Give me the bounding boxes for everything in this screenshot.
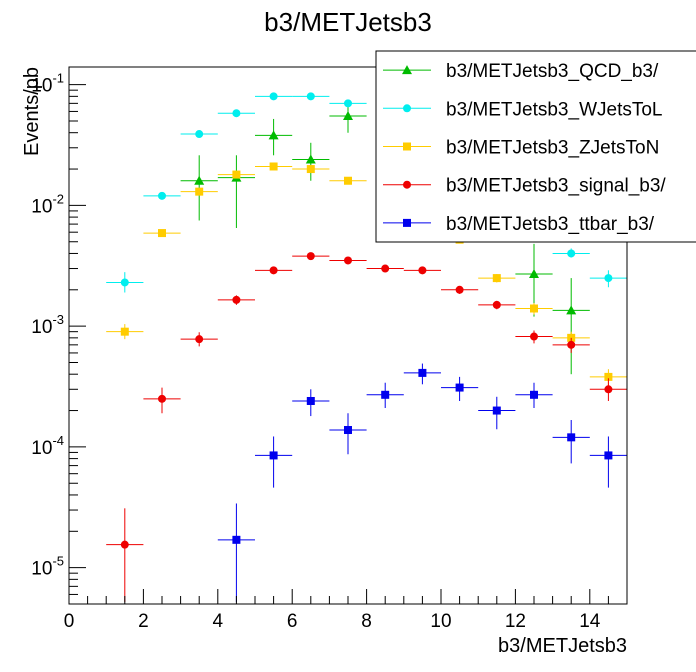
- x-axis: 0 2 4 6 8 10 12 14: [64, 589, 628, 632]
- data-point: [492, 300, 501, 309]
- data-point: [268, 130, 279, 140]
- data-point: [492, 274, 501, 283]
- data-point: [269, 266, 278, 275]
- data-point: [158, 394, 166, 403]
- data-point: [455, 285, 464, 294]
- x-tick-label: 6: [287, 611, 298, 632]
- data-point: [381, 264, 390, 273]
- y-tick-label: 10-2: [31, 191, 64, 217]
- data-point: [120, 278, 129, 287]
- x-tick-label: 10: [430, 611, 451, 632]
- data-point: [195, 130, 204, 139]
- data-point: [604, 274, 613, 283]
- y-axis-label: Events/pb: [21, 67, 43, 156]
- data-point: [567, 249, 576, 258]
- legend-label: b3/METJetsb3_ttbar_b3/: [446, 214, 655, 235]
- legend-entry: b3/METJetsb3_QCD_b3/: [383, 61, 659, 82]
- y-tick-label: 10-4: [31, 433, 64, 459]
- legend: b3/METJetsb3_QCD_b3/b3/METJetsb3_WJetsTo…: [375, 50, 696, 243]
- data-point: [604, 372, 613, 381]
- data-point: [344, 176, 352, 185]
- data-point: [604, 451, 613, 460]
- data-point: [344, 426, 352, 435]
- x-tick-label: 2: [138, 611, 149, 632]
- data-point: [418, 266, 427, 275]
- legend-marker: [403, 104, 411, 113]
- legend-entry: b3/METJetsb3_signal_b3/: [383, 176, 666, 197]
- y-tick-label: 10-5: [31, 554, 64, 580]
- data-point: [344, 256, 352, 265]
- legend-label: b3/METJetsb3_ZJetsToN: [446, 138, 659, 159]
- x-axis-label: b3/METJetsb3: [498, 635, 627, 657]
- y-tick-label: 10-1: [31, 71, 64, 97]
- series-1: [106, 92, 627, 293]
- data-point: [567, 433, 576, 442]
- data-point: [269, 162, 278, 171]
- data-point: [195, 335, 204, 344]
- x-tick-label: 12: [505, 611, 526, 632]
- data-point: [305, 154, 316, 164]
- data-point: [232, 170, 241, 179]
- data-point: [529, 269, 539, 279]
- legend-marker: [403, 218, 411, 227]
- legend-marker: [403, 142, 411, 151]
- data-point: [306, 165, 315, 174]
- data-point: [455, 383, 464, 392]
- chart-title: b3/METJetsb3: [264, 7, 432, 37]
- data-point: [158, 229, 166, 238]
- data-point: [306, 396, 315, 405]
- data-point: [530, 390, 538, 399]
- data-point: [566, 305, 577, 315]
- data-point: [604, 385, 613, 394]
- legend-entry: b3/METJetsb3_ttbar_b3/: [383, 214, 655, 235]
- data-point: [344, 99, 352, 108]
- y-tick-label: 10-3: [31, 312, 64, 338]
- legend-marker: [402, 65, 412, 75]
- legend-entry: b3/METJetsb3_WJetsToL: [383, 99, 662, 120]
- x-tick-label: 0: [64, 611, 75, 632]
- data-point: [492, 406, 501, 415]
- x-tick-label: 14: [579, 611, 601, 632]
- data-point: [158, 191, 166, 200]
- data-point: [343, 110, 353, 120]
- data-point: [269, 92, 278, 101]
- data-point: [530, 304, 538, 313]
- x-tick-label: 4: [213, 611, 224, 632]
- data-point: [120, 540, 129, 549]
- data-point: [530, 332, 538, 341]
- data-point: [418, 368, 427, 377]
- data-point: [232, 535, 241, 544]
- series-3: [106, 252, 627, 602]
- x-tick-label: 8: [361, 611, 372, 632]
- data-point: [232, 295, 241, 304]
- data-point: [306, 92, 315, 101]
- data-point: [269, 451, 278, 460]
- legend-marker: [403, 180, 411, 189]
- legend-label: b3/METJetsb3_signal_b3/: [446, 176, 666, 197]
- series-4: [217, 363, 627, 602]
- legend-entry: b3/METJetsb3_ZJetsToN: [383, 138, 659, 159]
- data-point: [120, 327, 129, 336]
- data-point: [567, 340, 576, 349]
- legend-label: b3/METJetsb3_QCD_b3/: [446, 61, 659, 82]
- data-point: [381, 390, 390, 399]
- legend-label: b3/METJetsb3_WJetsToL: [446, 99, 662, 120]
- data-point: [194, 175, 205, 185]
- data-layer: [106, 92, 627, 602]
- y-axis: 10-5 10-4 10-3 10-2 10-1: [31, 71, 86, 595]
- data-point: [195, 187, 204, 196]
- data-point: [306, 252, 315, 261]
- data-point: [232, 109, 241, 118]
